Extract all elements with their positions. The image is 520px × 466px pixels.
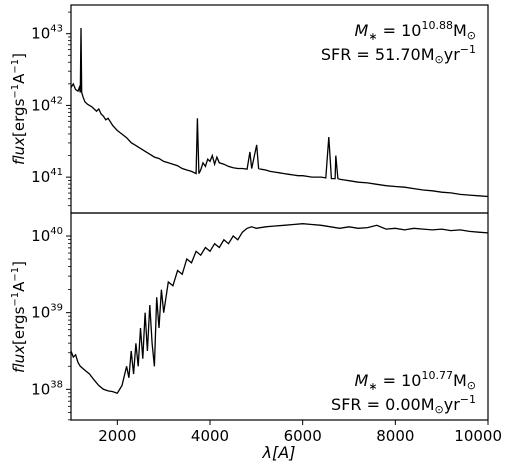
x-tick-label: 10000 [454,427,502,445]
bottom-panel: 1038 1039 1040 2000 4000 6000 8000 10000 M∗ = … [10,212,502,462]
bottom-sfr-annotation: SFR = 0.00M⊙yr−1 [331,393,476,416]
bottom-y-axis-label: flux[ergs−1A−1] [10,261,28,373]
x-tick-label: 4000 [191,427,229,445]
bottom-x-ticks: 2000 4000 6000 8000 10000 [98,420,502,445]
x-axis-label: λ[A] [262,443,296,462]
bottom-panel-frame [70,212,489,421]
x-tick-label: 6000 [284,427,322,445]
y-tick-label: 1043 [31,24,63,43]
x-tick-label: 2000 [98,427,136,445]
top-panel-frame [70,4,489,214]
y-tick-label: 1039 [31,303,63,322]
top-y-axis-label: flux[ergs−1A−1] [10,53,28,165]
y-tick-label: 1041 [31,167,63,186]
x-tick-label: 8000 [376,427,414,445]
bottom-y-ticks: 1038 1039 1040 [31,226,71,421]
top-panel: 1041 1042 1043 M∗ = 1010.88M⊙ SFR = 51.70M… [10,4,489,214]
y-tick-label: 1038 [31,379,63,398]
bottom-spectrum-line [70,223,489,394]
y-tick-label: 1040 [31,226,63,245]
top-mass-annotation: M∗ = 1010.88M⊙ [355,19,477,43]
top-y-ticks: 1041 1042 1043 [31,11,71,207]
y-tick-label: 1042 [31,95,63,114]
top-spectrum-line [70,27,489,198]
top-sfr-annotation: SFR = 51.70M⊙yr−1 [321,43,476,66]
bottom-mass-annotation: M∗ = 1010.77M⊙ [355,369,477,393]
